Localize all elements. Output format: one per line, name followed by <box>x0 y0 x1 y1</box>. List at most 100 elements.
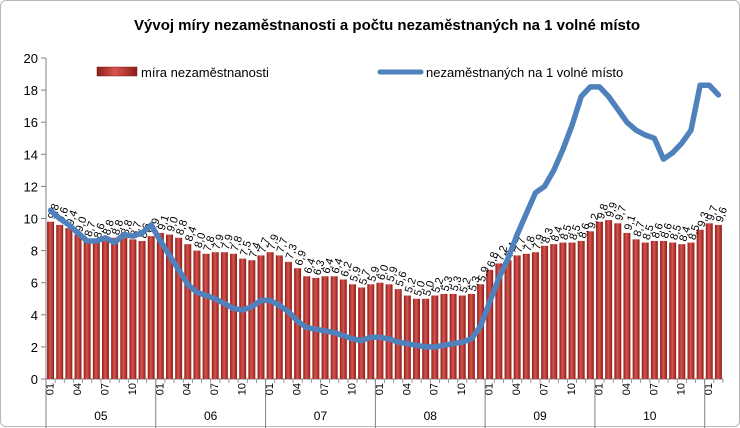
bar <box>47 222 54 379</box>
bar <box>129 239 136 379</box>
x-tick-label-month: 04 <box>182 383 194 395</box>
bar <box>623 233 630 379</box>
plot-area: 024681012141618209,89,69,49,08,78,68,88,… <box>24 51 730 428</box>
bar <box>660 241 667 379</box>
bar <box>697 230 704 379</box>
bar <box>514 255 521 379</box>
bar <box>413 299 420 379</box>
bar <box>678 244 685 379</box>
bar <box>587 231 594 379</box>
bar <box>376 283 383 379</box>
y-tick-label: 2 <box>31 340 38 355</box>
y-tick-label: 20 <box>24 51 38 66</box>
bar <box>505 260 512 379</box>
bar <box>395 289 402 379</box>
bar <box>322 276 329 379</box>
bar <box>331 276 338 379</box>
bar <box>84 239 91 379</box>
y-tick-label: 8 <box>31 244 38 259</box>
x-group-label-year: 08 <box>424 409 438 423</box>
bar <box>541 246 548 379</box>
bar <box>578 241 585 379</box>
bar <box>440 294 447 379</box>
bar <box>75 235 82 379</box>
bar <box>532 252 539 379</box>
bar <box>715 225 722 379</box>
bar <box>569 243 576 379</box>
legend-label-unemployed-per-vacancy: nezaměstnaných na 1 volné místo <box>426 65 623 80</box>
bar <box>633 239 640 379</box>
bar <box>65 228 72 379</box>
bar <box>212 252 219 379</box>
x-tick-label-month: 04 <box>72 383 84 395</box>
x-tick-label-month: 10 <box>676 383 688 395</box>
x-group-label-year: 06 <box>204 409 218 423</box>
y-tick-label: 16 <box>24 115 38 130</box>
bar <box>404 296 411 379</box>
bar <box>221 252 228 379</box>
bar <box>175 238 182 379</box>
bar <box>596 222 603 379</box>
x-tick-label-month: 07 <box>99 383 111 395</box>
bar <box>93 241 100 379</box>
bar <box>706 223 713 379</box>
legend: míra nezaměstnanosti nezaměstnaných na 1… <box>97 65 623 80</box>
bar <box>459 296 466 379</box>
bar <box>431 296 438 379</box>
x-group-label-year: 07 <box>314 409 328 423</box>
y-tick-label: 4 <box>31 308 38 323</box>
bar <box>605 220 612 379</box>
y-tick-label: 10 <box>24 212 38 227</box>
bar <box>688 243 695 379</box>
x-tick-label-month: 04 <box>401 383 413 395</box>
bar <box>276 255 283 379</box>
x-group-label-year: 10 <box>643 409 657 423</box>
bar <box>102 238 109 379</box>
bar <box>157 233 164 379</box>
bar <box>148 236 155 379</box>
x-tick-label-month: 07 <box>209 383 221 395</box>
bar <box>193 251 200 379</box>
y-tick-label: 6 <box>31 276 38 291</box>
bar <box>285 262 292 379</box>
y-tick-label: 14 <box>24 147 38 162</box>
bar <box>340 279 347 379</box>
bar <box>203 254 210 379</box>
bar <box>559 243 566 379</box>
bar <box>669 243 676 379</box>
x-tick-label-month: 07 <box>648 383 660 395</box>
x-group-label-year: 09 <box>533 409 547 423</box>
bar <box>239 259 246 379</box>
x-group-label-year: 05 <box>94 409 108 423</box>
bar <box>248 260 255 379</box>
x-tick-label-month: 10 <box>127 383 139 395</box>
bar <box>184 244 191 379</box>
bar <box>139 241 146 379</box>
x-tick-label-month: 10 <box>237 383 249 395</box>
bar <box>422 299 429 379</box>
y-tick-label: 18 <box>24 83 38 98</box>
bar <box>386 284 393 379</box>
x-tick-label-month: 07 <box>429 383 441 395</box>
bar <box>258 255 265 379</box>
bar <box>450 294 457 379</box>
legend-swatch-unemployment-rate <box>97 67 137 76</box>
bar <box>349 284 356 379</box>
bar <box>120 238 127 379</box>
y-tick-label: 0 <box>31 372 38 387</box>
bar <box>651 241 658 379</box>
x-tick-label-month: 10 <box>566 383 578 395</box>
x-tick-label-month: 07 <box>539 383 551 395</box>
bar <box>642 243 649 379</box>
x-tick-label-month: 04 <box>291 383 303 395</box>
bar <box>230 254 237 379</box>
bar <box>56 225 63 379</box>
y-tick-label: 12 <box>24 179 38 194</box>
x-tick-label-month: 10 <box>346 383 358 395</box>
bar <box>486 270 493 379</box>
bar <box>614 223 621 379</box>
bar <box>523 254 530 379</box>
bar <box>550 244 557 379</box>
